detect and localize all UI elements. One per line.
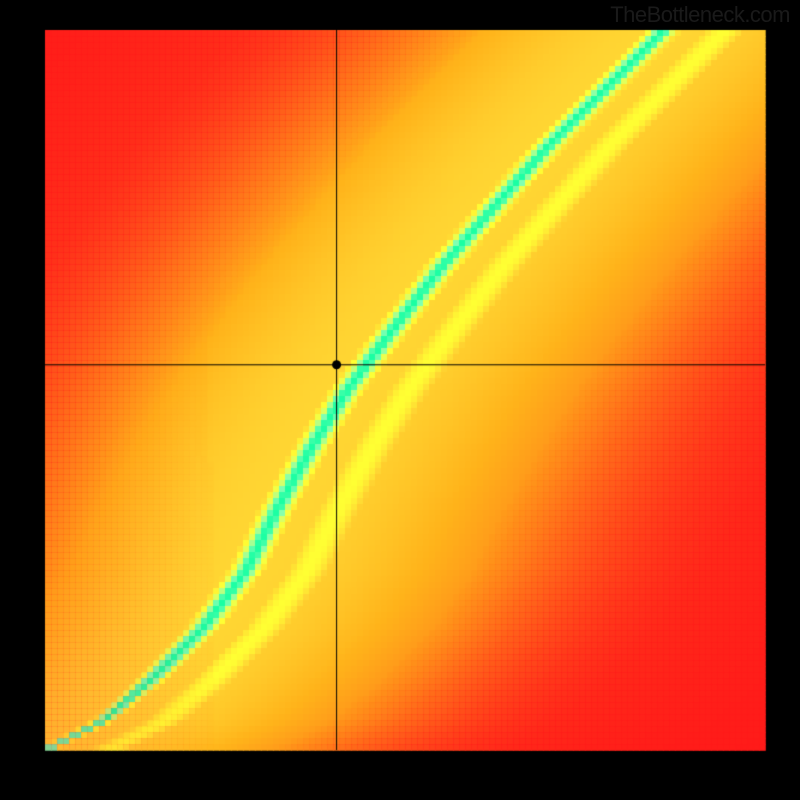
bottleneck-heatmap (0, 0, 800, 800)
attribution-text: TheBottleneck.com (610, 2, 790, 28)
chart-wrapper: { "attribution": "TheBottleneck.com", "c… (0, 0, 800, 800)
